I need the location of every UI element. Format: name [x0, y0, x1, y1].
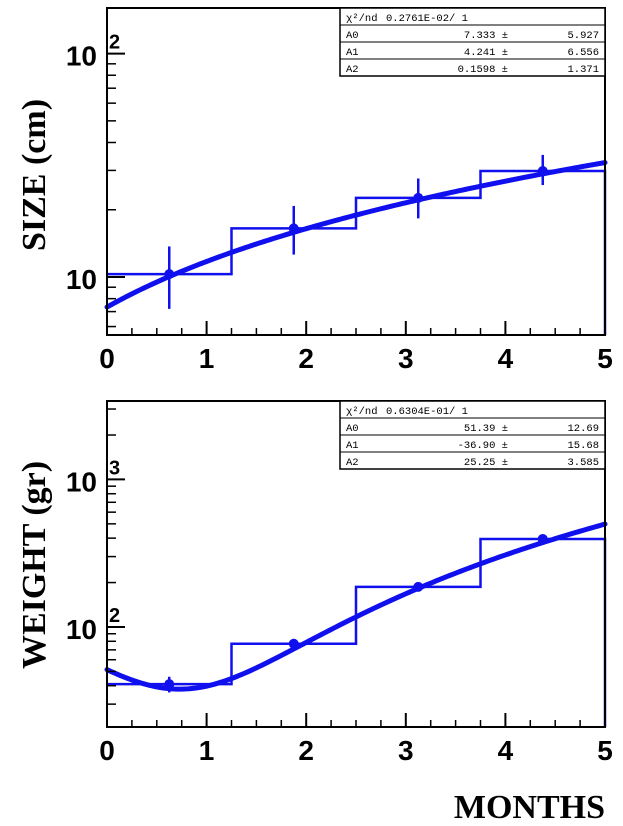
- size-stats-param-name: A0: [346, 30, 359, 42]
- size-stats-param-error: 6.556: [567, 47, 599, 59]
- size-stats-param-name: A1: [346, 47, 359, 59]
- x-axis-label: MONTHS: [454, 789, 605, 826]
- weight-x-tick-label: 3: [398, 735, 414, 766]
- weight-stats-param-error: 3.585: [567, 457, 599, 469]
- size-stats-chi2-value: 0.2761E-02/ 1: [386, 13, 468, 25]
- size-panel: SIZE (cm) 0 1 2 3 4 5 10 10 2 χ²/nd 0.2761E-02/ 1…: [16, 7, 613, 374]
- size-fit-curve: [104, 160, 608, 310]
- size-data-point: [164, 269, 175, 280]
- size-data-point: [288, 223, 299, 234]
- weight-histogram: [107, 537, 607, 727]
- weight-x-tick-label: 2: [298, 735, 314, 766]
- weight-stats-param-error: 12.69: [567, 423, 599, 435]
- size-x-tick-label: 2: [298, 343, 314, 374]
- size-stats-param-name: A2: [346, 64, 359, 76]
- weight-data-point: [288, 638, 299, 649]
- size-stats-param-error: 5.927: [567, 30, 599, 42]
- weight-stats-param-value: 51.39 ±: [464, 423, 508, 435]
- size-x-tick-label: 3: [398, 343, 414, 374]
- weight-axis-ticks: 0 1 2 3 4 5 10 2 10 3: [66, 408, 613, 766]
- size-fit-stats-box: χ²/nd 0.2761E-02/ 1 A0 7.333 ± 5.927 A1 4.241 …: [339, 7, 606, 77]
- weight-x-tick-label: 4: [498, 735, 514, 766]
- weight-y-tick-label: 10: [66, 614, 97, 645]
- size-y-tick-label: 10: [66, 41, 97, 72]
- size-x-tick-label: 4: [498, 343, 514, 374]
- size-y-tick-exponent: 2: [109, 32, 120, 54]
- weight-stats-param-value: 25.25 ±: [464, 457, 508, 469]
- size-plot-content: [104, 154, 608, 335]
- weight-plot-content: [104, 521, 608, 727]
- weight-y-tick-label: 10: [66, 466, 97, 497]
- weight-stats-param-value: -36.90 ±: [458, 440, 508, 452]
- size-data-point: [413, 192, 424, 203]
- size-stats-param-value: 4.241 ±: [464, 47, 508, 59]
- weight-fit-stats-box: χ²/nd 0.6304E-01/ 1 A0 51.39 ± 12.69 A1 -36.90…: [339, 400, 606, 470]
- size-axis-ticks: 0 1 2 3 4 5 10 10 2: [66, 32, 613, 374]
- size-data-point: [537, 166, 548, 177]
- size-x-tick-label: 0: [99, 343, 115, 374]
- size-stats-param-value: 7.333 ±: [464, 30, 508, 42]
- weight-y-tick-exponent: 3: [109, 457, 120, 479]
- size-stats-param-value: 0.1598 ±: [458, 64, 508, 76]
- weight-stats-param-name: A2: [346, 457, 359, 469]
- weight-y-axis-label: WEIGHT (gr): [16, 461, 53, 669]
- weight-y-tick-exponent: 2: [109, 605, 120, 627]
- weight-stats-chi2-value: 0.6304E-01/ 1: [386, 406, 468, 418]
- weight-stats-param-name: A1: [346, 440, 359, 452]
- weight-x-tick-label: 5: [597, 735, 613, 766]
- weight-x-tick-label: 0: [99, 735, 115, 766]
- size-y-axis-label: SIZE (cm): [16, 99, 53, 251]
- weight-stats-chi2-label: χ²/nd: [346, 406, 378, 418]
- weight-data-point: [164, 679, 175, 690]
- weight-fit-curve: [104, 521, 608, 692]
- weight-panel: WEIGHT (gr) 0 1 2 3 4 5 10 2 10 3 χ²/nd 0.6304E-01…: [16, 400, 613, 766]
- weight-data-point: [537, 533, 548, 544]
- weight-stats-param-name: A0: [346, 423, 359, 435]
- size-histogram: [107, 169, 607, 335]
- size-x-tick-label: 1: [199, 343, 215, 374]
- size-stats-chi2-label: χ²/nd: [346, 13, 378, 25]
- weight-data-point: [413, 581, 424, 592]
- size-y-tick-label: 10: [66, 264, 97, 295]
- size-x-tick-label: 5: [597, 343, 613, 374]
- size-stats-param-error: 1.371: [567, 64, 599, 76]
- weight-stats-param-error: 15.68: [567, 440, 599, 452]
- weight-x-tick-label: 1: [199, 735, 215, 766]
